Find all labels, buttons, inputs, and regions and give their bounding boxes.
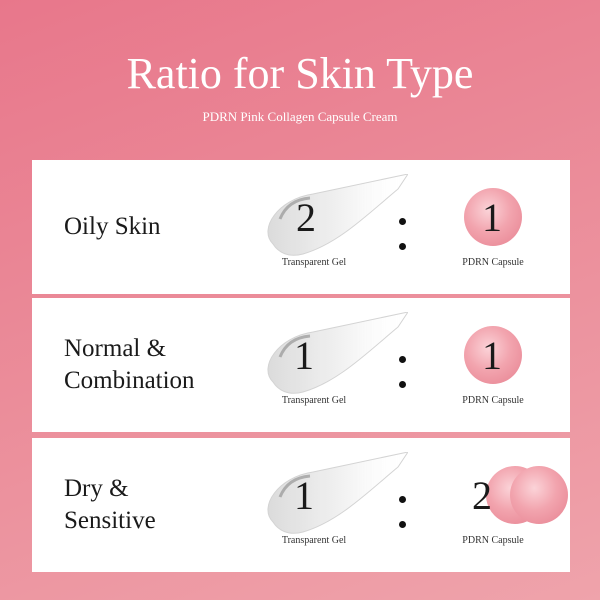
gel-ratio: 2 bbox=[296, 195, 316, 240]
ratio-card: Normal & Combination 1 1 Transparent Gel … bbox=[32, 298, 570, 432]
capsule-ratio: 2 bbox=[472, 473, 492, 518]
ratio-card: Dry & Sensitive 1 2 Transparent Gel PDRN … bbox=[32, 438, 570, 572]
gel-label: Transparent Gel bbox=[281, 257, 347, 268]
capsule-label: PDRN Capsule bbox=[462, 395, 524, 406]
gel-ratio: 1 bbox=[294, 473, 314, 518]
capsule-label: PDRN Capsule bbox=[462, 257, 524, 268]
ratio-colon bbox=[399, 496, 407, 546]
skin-type-label: Normal & Combination bbox=[64, 335, 195, 394]
skin-type-label: Oily Skin bbox=[64, 213, 161, 240]
ratio-colon bbox=[399, 218, 407, 268]
transparent-gel-icon bbox=[258, 311, 410, 402]
page-title: Ratio for Skin Type bbox=[126, 49, 474, 98]
ratio-card: Oily Skin 2 1 Transparent Gel PDRN Capsu… bbox=[32, 160, 570, 294]
skin-type-label: Dry & Sensitive bbox=[64, 475, 156, 534]
transparent-gel-icon bbox=[258, 451, 410, 542]
capsule-icon bbox=[464, 326, 522, 384]
gel-label: Transparent Gel bbox=[281, 535, 347, 546]
capsule-ratio: 1 bbox=[482, 195, 502, 240]
capsule-ratio: 1 bbox=[482, 333, 502, 378]
transparent-gel-icon bbox=[258, 173, 410, 264]
ratio-colon bbox=[399, 356, 407, 406]
page-subtitle: PDRN Pink Collagen Capsule Cream bbox=[202, 109, 398, 124]
capsule-icon bbox=[464, 188, 522, 246]
gel-ratio: 1 bbox=[294, 333, 314, 378]
capsule-label: PDRN Capsule bbox=[462, 535, 524, 546]
gel-label: Transparent Gel bbox=[281, 395, 347, 406]
capsule-icon bbox=[510, 466, 568, 524]
